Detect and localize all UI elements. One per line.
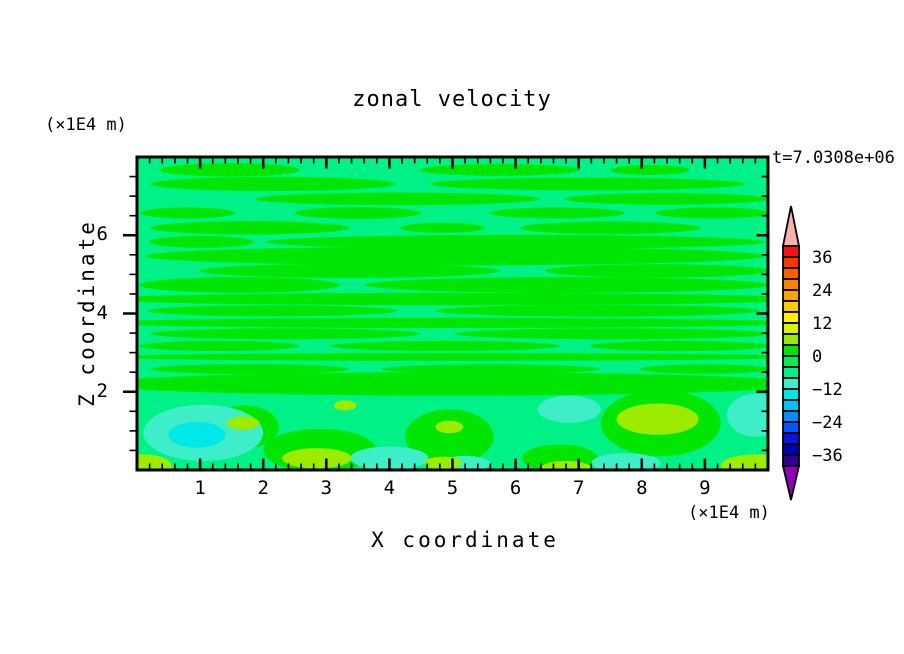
colorbar-under-arrow xyxy=(781,465,801,501)
contour-blob xyxy=(616,403,699,435)
time-annotation: t=7.0308e+06 xyxy=(772,148,895,168)
contour-blob xyxy=(226,416,260,430)
colorbar-over-arrow xyxy=(781,205,801,247)
contour-blob xyxy=(520,221,701,235)
colorbar-segment xyxy=(782,311,800,324)
colorbar-segment xyxy=(782,432,800,445)
contour-blob xyxy=(429,177,746,191)
contour-blob xyxy=(137,317,768,328)
contour-blob xyxy=(435,420,464,434)
colorbar-segment xyxy=(782,300,800,313)
colorbar-tick-label: 36 xyxy=(812,248,832,268)
contour-blob xyxy=(137,292,768,306)
contour-blob xyxy=(489,207,625,219)
contour-blob xyxy=(145,246,765,266)
x-tick-label: 1 xyxy=(194,477,206,499)
contour-blob xyxy=(350,446,429,470)
colorbar-tick-label: 24 xyxy=(812,281,832,301)
colorbar-tick-label: 0 xyxy=(812,347,822,367)
contour-blob xyxy=(140,207,235,219)
colorbar-segment xyxy=(782,322,800,335)
contour-blob xyxy=(137,353,768,361)
contour-blob xyxy=(537,395,601,424)
colorbar-segment xyxy=(782,454,800,467)
contour-blob xyxy=(434,304,761,317)
contour-blob xyxy=(639,364,768,374)
colorbar-segment xyxy=(782,443,800,456)
contour-blob xyxy=(150,221,350,235)
contour-blob xyxy=(455,328,768,340)
x-tick-label: 4 xyxy=(383,477,396,499)
colorbar-segment xyxy=(782,289,800,302)
y-tick-label: 4 xyxy=(96,301,108,324)
x-tick-label: 3 xyxy=(320,477,333,499)
contour-blob xyxy=(265,234,765,249)
contour-blob xyxy=(564,192,768,205)
colorbar-segment xyxy=(782,355,800,368)
y-tick-label: 6 xyxy=(96,223,108,246)
contour-blob xyxy=(655,207,768,219)
colorbar-segment xyxy=(782,278,800,291)
contour-blob xyxy=(148,236,254,248)
x-axis-unit-label: (×1E4 m) xyxy=(688,503,770,523)
contour-blob xyxy=(405,409,494,465)
colorbar: 36 24 12 0 −12 −24 −36 xyxy=(781,205,843,501)
colorbar-segment xyxy=(782,366,800,379)
contour-blob xyxy=(150,176,396,192)
colorbar-segment xyxy=(782,267,800,280)
colorbar-segment xyxy=(782,399,800,412)
contour-blob xyxy=(333,400,357,411)
x-tick-label: 6 xyxy=(509,477,522,499)
colorbar-tick-label: 12 xyxy=(812,314,832,334)
contour-blob xyxy=(419,164,580,176)
colorbar-tick-label: −36 xyxy=(812,446,843,466)
contour-blob xyxy=(330,340,560,352)
contour-plot xyxy=(123,155,770,472)
x-tick-label: 9 xyxy=(699,477,711,499)
contour-blob xyxy=(400,222,485,233)
colorbar-segment xyxy=(782,388,800,401)
contour-blob xyxy=(282,448,352,469)
contour-field xyxy=(137,157,768,470)
contour-blob xyxy=(726,393,768,437)
contour-blob xyxy=(380,364,601,374)
x-axis-title: X coordinate xyxy=(371,528,559,552)
x-tick-label: 8 xyxy=(636,477,648,499)
contour-blob xyxy=(424,456,462,470)
contour-blob xyxy=(168,421,226,448)
x-tick-label: 5 xyxy=(446,477,459,499)
axis-ticks xyxy=(123,158,767,469)
colorbar-segment xyxy=(782,344,800,357)
contour-blob xyxy=(150,363,350,375)
contour-blob xyxy=(591,453,661,470)
contour-blob xyxy=(294,207,421,219)
contour-blob xyxy=(139,340,300,352)
x-tick-label: 7 xyxy=(572,477,585,499)
y-tick-label: 2 xyxy=(96,379,108,402)
contour-blob xyxy=(254,192,541,206)
colorbar-tick-label: −24 xyxy=(812,413,843,433)
colorbar-segment xyxy=(782,377,800,390)
contour-blob xyxy=(199,263,500,278)
contour-blob xyxy=(137,372,768,396)
colorbar-segment xyxy=(782,333,800,346)
colorbar-tick-label: −12 xyxy=(812,380,843,400)
colorbar-segment xyxy=(782,421,800,434)
plot-border xyxy=(135,155,770,472)
contour-blob xyxy=(610,164,690,175)
contour-blob xyxy=(364,277,768,293)
plot-title: zonal velocity xyxy=(352,87,552,112)
colorbar-segment xyxy=(782,245,800,258)
contour-blob xyxy=(139,277,341,293)
contour-blob xyxy=(589,340,768,352)
colorbar-segment xyxy=(782,410,800,423)
x-tick-label: 2 xyxy=(257,477,269,499)
colorbar-segment xyxy=(782,256,800,269)
y-axis-unit-label: (×1E4 m) xyxy=(45,115,127,135)
contour-blob xyxy=(159,163,300,177)
contour-blob xyxy=(150,328,421,340)
contour-blob xyxy=(147,305,398,317)
contour-blob xyxy=(545,264,768,278)
